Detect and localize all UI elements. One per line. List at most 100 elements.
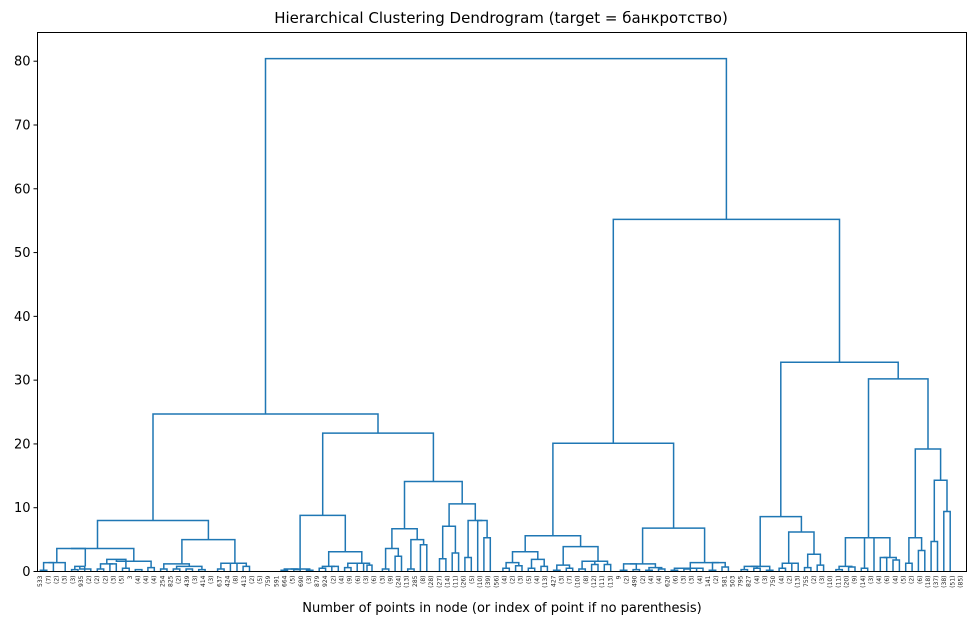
dendrogram-link-121 [917,549,926,572]
leaf-label: (4) [648,576,655,585]
dendrogram-link-76 [588,560,609,565]
leaf-label: (39) [485,576,492,588]
dendrogram-link-78 [524,535,582,552]
dendrogram-link-120 [904,562,913,572]
leaf-label: (3) [62,576,69,585]
dendrogram-link-26 [220,562,240,569]
dendrogram-link-51 [438,557,447,572]
dendrogram-link-35 [331,565,340,572]
leaf-label: (56) [493,576,500,588]
leaf-label: (14) [444,576,451,588]
dendrogram-link-130 [264,57,728,414]
dendrogram-link-105 [803,566,812,572]
dendrogram-link-46 [384,547,400,569]
leaf-label: 414 [200,575,207,587]
dendrogram-link-8 [109,563,118,572]
dendrogram-link-2 [48,561,66,572]
dendrogram-link-43 [299,514,347,569]
leaf-label: 424 [225,575,232,587]
dendrogram-link-123 [930,540,939,572]
leaf-label: (2) [86,576,93,585]
dendrogram-link-92 [721,566,730,572]
leaf-label: 827 [746,575,753,587]
plot-frame [37,32,967,572]
leaf-label: (5) [900,576,907,585]
leaf-label: (2) [811,576,818,585]
leaf-label: (2) [176,576,183,585]
dendrogram-link-73 [590,563,599,572]
leaf-label: 439 [184,575,191,587]
leaf-label: (9) [852,576,859,585]
leaf-label: (4) [778,576,785,585]
dendrogram-link-18 [185,568,194,572]
dendrogram-link-99 [743,565,758,570]
dendrogram-link-27 [181,538,236,564]
leaf-label: (4) [135,576,142,585]
leaf-label: (11) [453,576,460,588]
chart-title: Hierarchical Clustering Dendrogram (targ… [274,9,728,27]
x-axis-label: Number of points in node (or index of po… [302,601,702,616]
dendrogram-link-24 [242,565,251,572]
dendrogram-link-128 [780,361,899,517]
leaf-label: 141 [705,575,712,587]
dendrogram-link-94 [689,561,719,569]
dendrogram-link-53 [441,525,457,559]
dendrogram-link-33 [290,568,311,571]
leaf-label: 750 [770,575,777,587]
dendrogram-link-117 [883,556,897,561]
leaf-label: (2) [909,576,916,585]
dendrogram-link-41 [354,562,371,566]
leaf-label: 533 [37,575,44,587]
leaf-label: (3) [306,576,313,585]
leaf-label: 825 [168,575,175,587]
dendrogram-link-66 [540,565,549,572]
leaf-label: (12) [591,576,598,588]
leaf-label: (27) [436,576,443,588]
leaf-label: 3 [127,575,134,579]
dendrogram-link-40 [366,564,373,572]
leaf-label: 755 [803,575,810,587]
leaf-label: 490 [632,575,639,587]
leaf-label: (5) [119,576,126,585]
dendrogram-link-23 [229,562,238,572]
dendrogram-link-9 [99,563,114,569]
dendrogram-link-37 [343,566,352,572]
leaf-label: (6) [672,576,679,585]
leaf-label: 620 [664,575,671,587]
dendrogram-link-61 [152,413,379,521]
leaf-label: 690 [298,575,305,587]
leaf-label: (6) [371,576,378,585]
y-tick-label: 60 [14,182,31,197]
leaf-labels: 533 (7) (2) (3) (3) 935 (2) (2) (2) (3) (5) 3 (4) (4)… [37,575,964,588]
leaf-label: (5) [257,576,264,585]
dendrogram-link-115 [879,556,888,572]
leaf-label: 795 [738,575,745,587]
leaf-label: (10) [827,576,834,588]
dendrogram-link-85 [629,563,657,568]
dendrogram-link-127 [867,378,929,538]
dendrogram-link-109 [759,515,803,567]
dendrogram-link-103 [791,562,799,572]
leaf-label: (13) [795,576,802,588]
leaf-label: (13) [404,576,411,588]
leaf-label: 427 [550,575,557,587]
leaf-label: (3) [762,576,769,585]
dendrogram-link-118 [873,536,891,572]
leaf-label: (13) [542,576,549,588]
leaf-label: (8) [233,576,240,585]
leaf-label: (10) [477,576,484,588]
leaf-label: (9) [347,576,354,585]
leaf-label: (3) [363,576,370,585]
leaf-label: (85) [958,576,965,588]
leaf-label: (10) [575,576,582,588]
leaf-label: (5) [469,576,476,585]
leaf-label: (3) [689,576,696,585]
leaf-label: (5) [526,576,533,585]
dendrogram-link-56 [476,519,488,572]
dendrogram-link-124 [943,510,951,572]
y-tick-label: 50 [14,246,31,261]
leaf-label: (2) [640,576,647,585]
y-tick-label: 80 [14,55,31,70]
dendrogram-link-12 [134,568,143,572]
